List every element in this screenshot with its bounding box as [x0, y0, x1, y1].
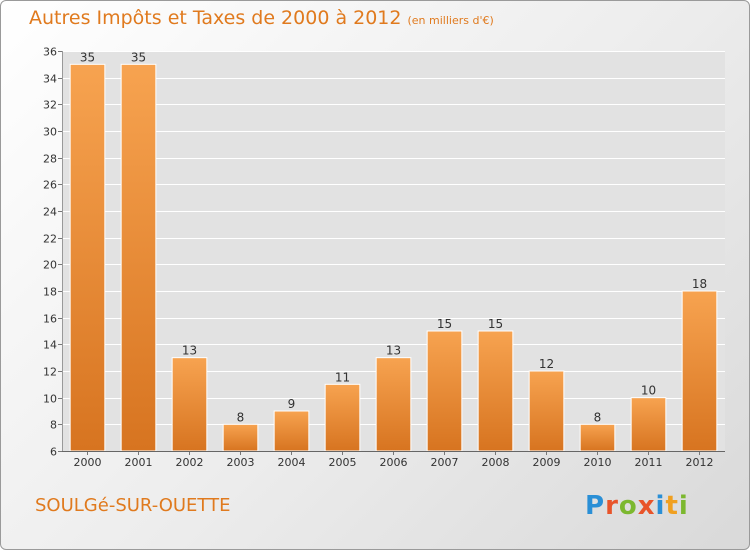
chart-unit: (en milliers d'€)	[407, 14, 494, 27]
y-tick-label: 34	[43, 73, 57, 86]
y-tick-label: 32	[43, 99, 57, 112]
logo-letter: x	[637, 491, 656, 521]
bar	[630, 397, 667, 452]
data-label: 10	[641, 384, 656, 398]
chart-title: Autres Impôts et Taxes de 2000 à 2012	[29, 7, 402, 29]
data-label: 8	[237, 410, 245, 424]
grid-lines	[58, 51, 725, 455]
x-tick-label: 2011	[635, 456, 663, 469]
x-tick-label: 2006	[380, 456, 408, 469]
logo-letter: i	[655, 491, 666, 521]
proxiti-logo: Proxiti	[585, 491, 689, 521]
bar	[69, 63, 106, 452]
y-tick-label: 6	[50, 446, 57, 459]
x-tick-label: 2008	[482, 456, 510, 469]
bar	[375, 357, 412, 452]
y-tick-label: 16	[43, 313, 57, 326]
logo-letter: i	[678, 491, 689, 521]
data-label: 12	[539, 357, 554, 371]
y-tick-label: 18	[43, 286, 57, 299]
y-tick-label: 30	[43, 126, 57, 139]
data-label: 35	[131, 50, 146, 64]
bar	[171, 357, 208, 452]
bar	[120, 63, 157, 452]
x-tick-label: 2009	[533, 456, 561, 469]
y-tick-label: 26	[43, 179, 57, 192]
x-tick-label: 2010	[584, 456, 612, 469]
y-tick-label: 10	[43, 393, 57, 406]
bar	[477, 330, 514, 452]
data-label: 18	[692, 277, 707, 291]
y-tick-label: 22	[43, 233, 57, 246]
bar	[681, 290, 718, 452]
x-axis-tick-labels: 2000 2001 2002 2003 2004 2005 2006 2007 2008 2009…	[74, 456, 714, 469]
data-label: 8	[594, 410, 602, 424]
logo-letter: r	[605, 491, 619, 521]
y-axis-tick-labels: 6 8 10 12 14 16 18 20 22 24 26 28 30 32 34 36	[43, 46, 57, 459]
x-tick-label: 2012	[686, 456, 714, 469]
logo-letter: o	[618, 491, 638, 521]
bar	[324, 383, 361, 452]
y-tick-label: 14	[43, 339, 57, 352]
bar	[273, 410, 310, 452]
data-label: 9	[288, 397, 296, 411]
data-label: 15	[488, 317, 503, 331]
y-tick-label: 8	[50, 419, 57, 432]
data-label: 11	[335, 370, 350, 384]
bar	[579, 423, 616, 452]
bar	[528, 370, 565, 452]
x-tick-label: 2002	[176, 456, 204, 469]
x-tick-label: 2000	[74, 456, 102, 469]
data-labels: 35 35 13 8 9 11 13 15 15 12 8 10 18	[80, 50, 707, 424]
x-tick-label: 2007	[431, 456, 459, 469]
y-tick-label: 24	[43, 206, 57, 219]
x-tick-label: 2004	[278, 456, 306, 469]
commune-name: SOULGé-SUR-OUETTE	[35, 495, 231, 516]
x-tick-label: 2003	[227, 456, 255, 469]
data-label: 15	[437, 317, 452, 331]
data-label: 13	[182, 344, 197, 358]
x-tick-label: 2001	[125, 456, 153, 469]
bar	[426, 330, 463, 452]
data-label: 13	[386, 344, 401, 358]
logo-letter: t	[665, 491, 679, 521]
bar	[222, 423, 259, 452]
y-tick-label: 28	[43, 153, 57, 166]
bars	[69, 63, 718, 452]
chart-title-block: Autres Impôts et Taxes de 2000 à 2012 (en…	[29, 7, 494, 29]
data-label: 35	[80, 50, 95, 64]
y-tick-label: 20	[43, 259, 57, 272]
y-tick-label: 36	[43, 46, 57, 59]
y-tick-label: 12	[43, 366, 57, 379]
x-tick-label: 2005	[329, 456, 357, 469]
logo-letter: P	[585, 491, 606, 521]
